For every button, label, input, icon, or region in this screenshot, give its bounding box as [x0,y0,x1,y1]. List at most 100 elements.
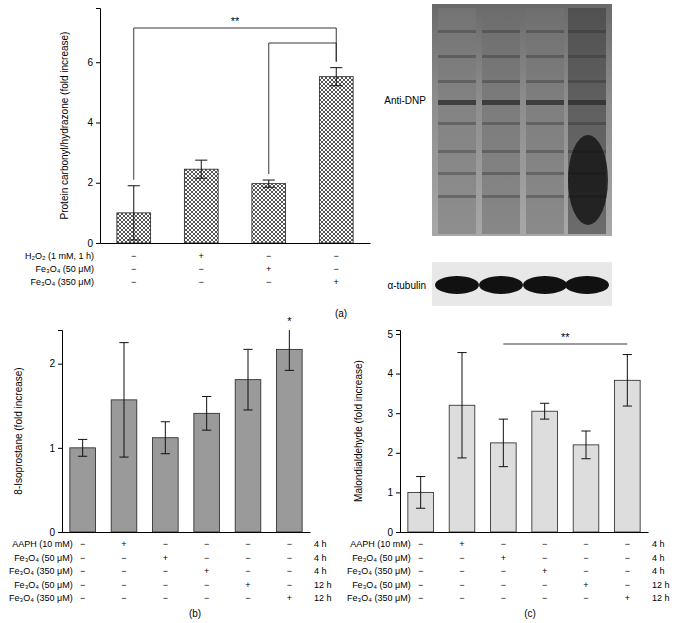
significance-bracket [269,43,337,174]
condition-mark: − [542,593,547,603]
condition-row: Fe₃O₄ (50 μM)−−+− [35,264,338,274]
y-tick: 0 [387,527,400,538]
error-bar [623,355,632,406]
y-tick: 0 [87,238,100,249]
condition-mark: − [121,593,126,603]
condition-mark: − [80,580,85,590]
condition-mark: + [266,264,271,274]
y-axis: 012345 [387,329,400,538]
error-cap [161,421,170,422]
condition-row: H₂O₂ (1 mM, 1 h)−+−− [25,251,339,261]
y-tick: 3 [387,408,400,419]
error-cap [78,456,87,457]
bar [532,411,558,532]
y-tick-label: 0 [49,527,55,538]
condition-mark: + [163,553,168,563]
y-tick-mark [396,413,400,414]
y-tick: 0 [49,527,62,538]
condition-time: 4 h [652,539,665,549]
blot-band [526,150,564,153]
condition-label: AAPH (10 mM) [12,539,73,549]
condition-mark: − [245,553,250,563]
condition-mark: − [501,593,506,603]
blot-band [568,100,606,105]
condition-mark: + [501,553,506,563]
bracket-line [503,344,627,345]
condition-time: 4 h [652,566,665,576]
condition-mark: − [583,539,588,549]
condition-mark: − [459,553,464,563]
y-tick-mark [96,183,100,184]
condition-label: Fe₃O₄ (50 μM) [35,264,94,274]
y-tick-mark [96,122,100,123]
blot-membrane [432,4,612,236]
blot-label: Anti-DNP [384,95,426,106]
error-stem [82,439,83,456]
panel-label: (b) [189,608,201,619]
blot-lane [526,8,564,234]
condition-time: 4 h [652,553,665,563]
condition-row: Fe₃O₄ (50 μM)−−−−+−12 h [352,580,669,590]
significance-bracket: ** [134,15,337,180]
y-tick-mark [58,532,62,533]
blot-band [482,100,520,105]
condition-mark: − [199,264,204,274]
error-bar [128,186,140,240]
error-cap [195,178,207,179]
y-axis-title: 8-Isoprostane (fold increase) [13,367,24,494]
blot-smear [568,135,608,225]
condition-mark: − [131,251,136,261]
condition-mark: − [204,539,209,549]
x-axis-line [101,243,371,244]
blot-band [568,55,606,58]
condition-mark: − [459,580,464,590]
plot-area [70,330,302,532]
y-axis-title: Protein carbonyl/hydrazone (fold increas… [59,32,70,220]
blot-band [482,55,520,58]
condition-mark: + [583,580,588,590]
y-tick-label: 2 [387,447,393,458]
plot-area [117,68,353,243]
condition-mark: + [121,539,126,549]
error-bar [263,180,275,187]
condition-mark: − [583,566,588,576]
condition-mark: − [163,539,168,549]
error-stem [503,419,504,467]
x-axis-line [401,532,649,533]
x-axis-line [63,532,311,533]
condition-label: Fe₃O₄ (350 μM) [30,277,94,287]
error-cap [457,457,466,458]
blot-band [565,276,609,294]
y-tick-mark [396,374,400,375]
y-tick-mark [396,492,400,493]
condition-mark: − [287,553,292,563]
condition-mark: − [204,580,209,590]
condition-mark: − [334,264,339,274]
y-tick-label: 5 [387,329,393,340]
condition-mark: − [501,539,506,549]
error-stem [133,186,134,240]
error-cap [499,466,508,467]
chart-panel: 012345Malondialdehyde (fold increase)**A… [347,329,669,619]
y-tick-mark [96,243,100,244]
condition-mark: − [501,566,506,576]
blot-band [526,195,564,198]
blot-band [438,150,476,153]
condition-mark: − [199,277,204,287]
y-axis-title: Malondialdehyde (fold increase) [353,360,364,502]
figure: 0246Protein carbonyl/hydrazone (fold inc… [0,0,682,623]
error-bar [195,160,207,178]
condition-mark: + [625,593,630,603]
y-tick-label: 2 [49,358,55,369]
condition-mark: − [418,553,423,563]
condition-mark: − [80,593,85,603]
condition-mark: − [131,277,136,287]
error-stem [248,349,249,410]
y-tick: 2 [87,177,100,188]
condition-row: Fe₃O₄ (50 μM)−−+−−−4 h [14,553,326,563]
blot-band [526,122,564,125]
error-cap [416,508,425,509]
y-tick-label: 0 [387,527,393,538]
condition-row: Fe₃O₄ (350 μM)−−−+−−4 h [9,566,326,576]
blot-band [438,195,476,198]
